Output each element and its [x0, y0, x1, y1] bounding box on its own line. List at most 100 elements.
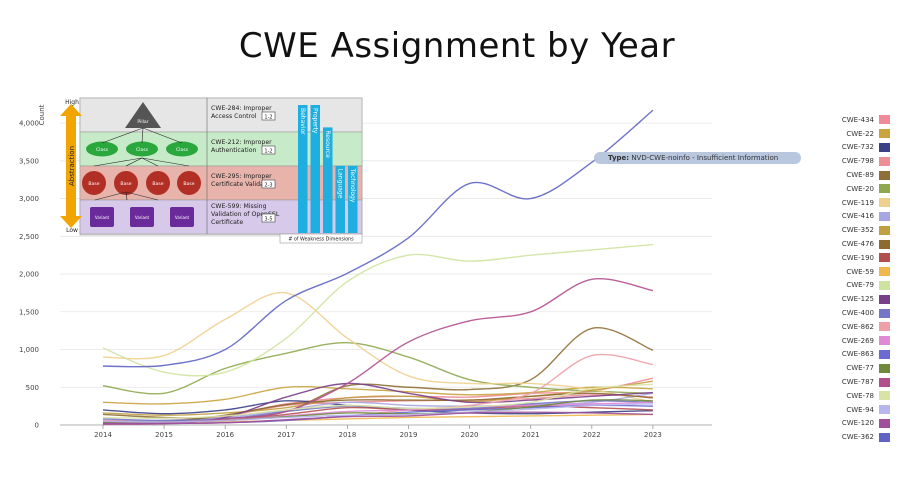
inset-row-text: Certificate Validation — [211, 181, 276, 188]
legend-item[interactable]: CWE-352 — [820, 223, 890, 237]
series-line-cwe-352 — [102, 380, 654, 416]
legend-swatch — [879, 170, 890, 180]
tooltip-label: Type: — [608, 154, 630, 162]
base-node — [177, 171, 201, 195]
legend-item[interactable]: CWE-434 — [820, 113, 890, 127]
series-line-cwe-79 — [102, 243, 653, 377]
legend-label: CWE-77 — [846, 364, 874, 373]
legend-item[interactable]: CWE-22 — [820, 127, 890, 141]
legend-item[interactable]: CWE-120 — [820, 417, 890, 431]
dimension-bar-label: Technology — [349, 168, 356, 203]
legend-item[interactable]: CWE-416 — [820, 210, 890, 224]
legend-item[interactable]: CWE-362 — [820, 430, 890, 444]
variant-node — [170, 207, 194, 227]
x-tick-label: 2022 — [583, 431, 601, 439]
legend-swatch — [879, 349, 890, 359]
legend-item[interactable]: CWE-125 — [820, 292, 890, 306]
legend-item[interactable]: CWE-190 — [820, 251, 890, 265]
legend-item[interactable]: CWE-78 — [820, 389, 890, 403]
legend-swatch — [879, 211, 890, 221]
legend-swatch — [879, 142, 890, 152]
tree-connector — [141, 157, 159, 167]
legend-swatch — [879, 115, 890, 125]
dimension-bar-label: Behavior — [299, 108, 306, 135]
legend-label: CWE-798 — [841, 157, 874, 166]
series-line-cwe-94 — [102, 403, 653, 423]
legend-label: CWE-269 — [841, 336, 874, 345]
legend-item[interactable]: CWE-732 — [820, 141, 890, 155]
legend-swatch — [879, 198, 890, 208]
range-label: 3-5 — [264, 216, 272, 222]
inset-row-text: Access Control — [211, 113, 257, 120]
legend-item[interactable]: CWE-77 — [820, 361, 890, 375]
series-line-cwe-78 — [102, 383, 653, 419]
legend-item[interactable]: CWE-20 — [820, 182, 890, 196]
class-node — [86, 141, 118, 157]
legend-item[interactable]: CWE-476 — [820, 237, 890, 251]
legend-swatch — [879, 391, 890, 401]
variant-node — [90, 207, 114, 227]
y-tick-label: 2,500 — [19, 233, 39, 241]
legend-item[interactable]: CWE-400 — [820, 306, 890, 320]
legend-item[interactable]: CWE-119 — [820, 196, 890, 210]
legend-label: CWE-119 — [841, 198, 874, 207]
chart-title: CWE Assignment by Year — [238, 26, 676, 66]
legend-swatch — [879, 294, 890, 304]
legend-swatch — [879, 418, 890, 428]
legend: CWE-434 CWE-22 CWE-732 CWE-798 CWE-89 CWE-20 C… — [820, 113, 890, 444]
series-line-cwe-476 — [102, 392, 653, 424]
abstraction-arrow-shaft — [66, 114, 76, 218]
legend-label: CWE-79 — [846, 281, 874, 290]
inset-row-text: Validation of OpenSSL — [211, 211, 280, 218]
x-tick-label: 2015 — [155, 431, 173, 439]
legend-swatch — [879, 322, 890, 332]
dimension-bar — [310, 105, 320, 233]
series-line-cwe-120 — [102, 411, 653, 425]
legend-item[interactable]: CWE-798 — [820, 154, 890, 168]
dimension-bar — [335, 165, 345, 233]
legend-item[interactable]: CWE-59 — [820, 265, 890, 279]
tree-connector — [125, 191, 128, 201]
abstraction-arrow-up — [60, 104, 82, 116]
tree-connector — [142, 127, 183, 144]
legend-item[interactable]: CWE-787 — [820, 375, 890, 389]
legend-item[interactable]: CWE-79 — [820, 279, 890, 293]
legend-swatch — [879, 239, 890, 249]
legend-label: CWE-787 — [841, 378, 874, 387]
class-node — [166, 141, 198, 157]
node-label: Base — [120, 181, 131, 187]
y-axis: 0 500 1,000 1,500 2,000 2,500 3,000 3,500 4,000 — [19, 120, 39, 430]
y-axis-label: Count — [38, 104, 46, 125]
dimension-bar-label: Language — [337, 169, 344, 199]
series-lines — [102, 109, 654, 425]
range-label: 1-2 — [264, 148, 272, 154]
legend-swatch — [879, 377, 890, 387]
legend-label: CWE-862 — [841, 322, 874, 331]
node-label: Variant — [175, 215, 190, 220]
legend-label: CWE-416 — [841, 212, 874, 221]
y-tick-label: 500 — [26, 384, 39, 392]
legend-swatch — [879, 129, 890, 139]
inset-row-text: Authentication — [211, 147, 256, 154]
legend-item[interactable]: CWE-862 — [820, 320, 890, 334]
node-label: Base — [152, 181, 163, 187]
tree-connector — [93, 157, 143, 167]
tooltip-value: NVD-CWE-noinfo - Insufficient Informatio… — [631, 154, 779, 162]
legend-item[interactable]: CWE-89 — [820, 168, 890, 182]
dimension-bar — [348, 165, 358, 233]
legend-swatch — [879, 336, 890, 346]
y-tick-label: 4,000 — [19, 120, 39, 128]
legend-item[interactable]: CWE-269 — [820, 334, 890, 348]
inset-row-text: CWE-599: Missing — [211, 203, 267, 210]
bar-caption-box — [279, 233, 363, 244]
y-tick-label: 3,000 — [19, 195, 39, 203]
tree-connector — [125, 157, 143, 167]
legend-item[interactable]: CWE-94 — [820, 403, 890, 417]
y-tick-label: 2,000 — [19, 271, 39, 279]
range-label: 2-3 — [264, 182, 272, 188]
base-node — [82, 171, 106, 195]
legend-swatch — [879, 225, 890, 235]
x-tick-label: 2014 — [94, 431, 112, 439]
legend-item[interactable]: CWE-863 — [820, 348, 890, 362]
